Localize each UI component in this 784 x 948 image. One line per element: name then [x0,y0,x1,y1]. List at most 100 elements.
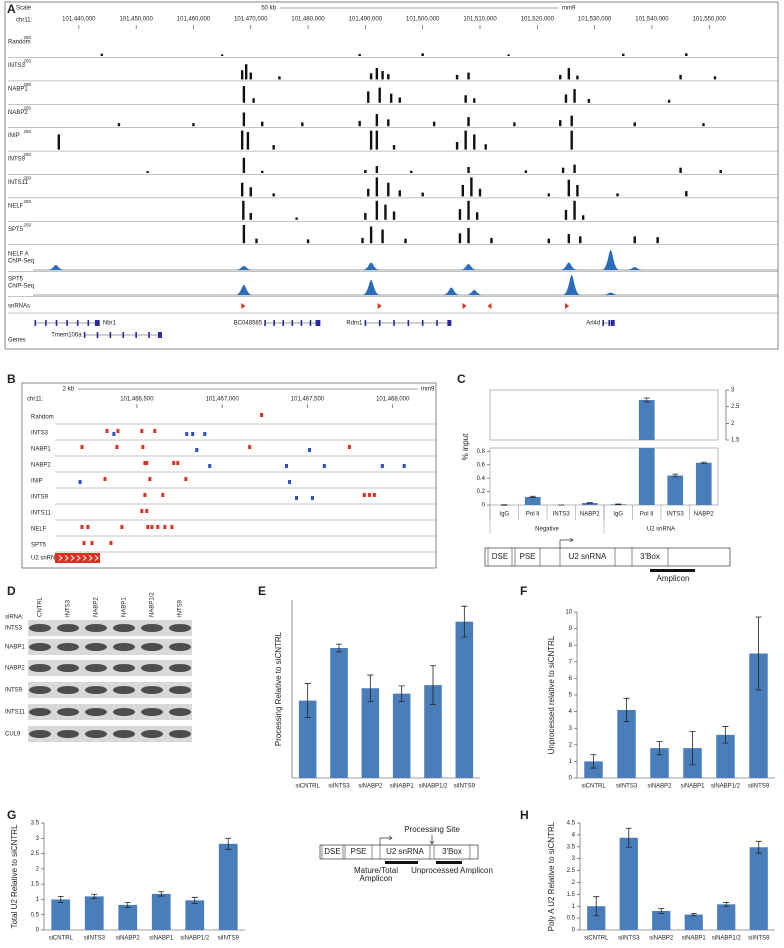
error-bar [722,726,729,744]
signal-bar [467,117,470,127]
read-marker [295,496,299,500]
signal-bar [579,236,582,244]
blot-label: INTS11 [5,710,26,716]
signal-bar [467,200,470,220]
signal-bar [719,169,722,173]
track-label: NABP2 [31,463,51,469]
gene [83,332,162,338]
signal-bar [278,76,281,80]
signal-bar [490,237,493,244]
y-tick-label: 0 [36,928,40,934]
x-tick-label: 101,467,000 [205,397,239,403]
gene-part [608,320,611,326]
track-label: NABP1 [8,86,28,92]
blot-band [169,664,191,672]
diagram-element: 3'Box [640,552,660,561]
lane-label: NABP2 [94,597,100,617]
error-bar [755,616,762,691]
chip-peak [46,265,65,270]
amplicon-bar [385,861,418,864]
track-label: ChIP-Seq [8,259,34,265]
signal-bar [384,204,387,220]
gene-part [135,332,137,338]
signal-bar [375,200,379,220]
blot-band [169,643,191,651]
read-marker [208,464,212,468]
read-marker [140,429,144,433]
error-bar [615,503,622,506]
read-marker [308,448,312,452]
diagram-element: U2 snRNA [569,552,607,561]
amplicon-label: Unprocessed Amplicon [411,866,493,875]
read-marker [150,525,154,529]
assembly: mm9 [421,387,435,393]
amplicon-label: Amplicon [657,574,690,583]
gene-part [364,320,367,326]
x-tick-label: Pol II [526,512,540,518]
x-tick-label: NABP2 [580,512,600,518]
blot-band [141,686,163,694]
y-tick-label: 0.8 [477,449,486,455]
y-tick-label: 0.5 [567,916,576,922]
bar [716,734,735,778]
x-tick-label: siINTS3 [616,784,638,790]
y-tick-label: 0.5 [31,912,40,918]
lane-label: INTS9 [178,599,184,617]
diagram-element: U2 snRNA [386,847,424,856]
track-label: INTS3 [31,431,49,437]
signal-bar [220,54,224,56]
bar [298,700,317,778]
signal-bar [458,233,462,244]
bar [51,899,71,930]
blot-band [85,708,107,716]
error-bar [529,495,536,498]
snrna-arrow [462,303,467,309]
track-label: INIP [8,133,20,139]
chrom: chr11: [27,397,44,403]
signal-bar [464,130,467,150]
blot-band [169,708,191,716]
read-marker [156,525,160,529]
read-marker [80,525,84,529]
chevron [76,555,81,561]
panel-letter: C [457,372,466,386]
gene-part [148,332,150,338]
bar [684,914,703,930]
x-tick-label: siNABP2 [358,784,383,790]
gene-part [407,320,410,326]
gene-part [309,320,312,326]
bar-upper [638,400,655,440]
x-tick-label: INTS3 [667,512,685,518]
track-scale: 250 [23,176,31,181]
gene-part [55,320,58,326]
x-tick-label: siNABP1 [149,936,174,942]
signal-bar [375,177,379,197]
track-label: INTS9 [8,157,26,163]
panel-letter: F [520,584,527,598]
blot-label: NABP1 [5,645,25,651]
x-tick-label: siINTS9 [748,936,770,942]
read-marker [145,461,149,465]
x-tick-label: NABP2 [694,512,714,518]
signal-bar [570,115,573,127]
y-tick-label: 0 [482,503,486,509]
gene-part [291,320,294,326]
error-bar [57,895,64,903]
track-scale: 250 [23,35,31,40]
amplicon-label: Mature/Total [354,866,398,875]
signal-bar [547,193,550,197]
gene-part [610,320,615,326]
x-tick-label: siNABP1 [680,784,705,790]
y-tick-label: 3.5 [567,844,576,850]
read-marker [145,509,149,513]
read-marker [203,432,207,436]
read-marker [172,461,176,465]
chevron [94,555,99,561]
error-bar [656,741,663,756]
read-marker [170,525,174,529]
blot-band [85,624,107,632]
track-label: Random [8,40,31,46]
blot-band [85,664,107,672]
signal-bar [573,89,576,103]
gene-part [83,332,86,338]
